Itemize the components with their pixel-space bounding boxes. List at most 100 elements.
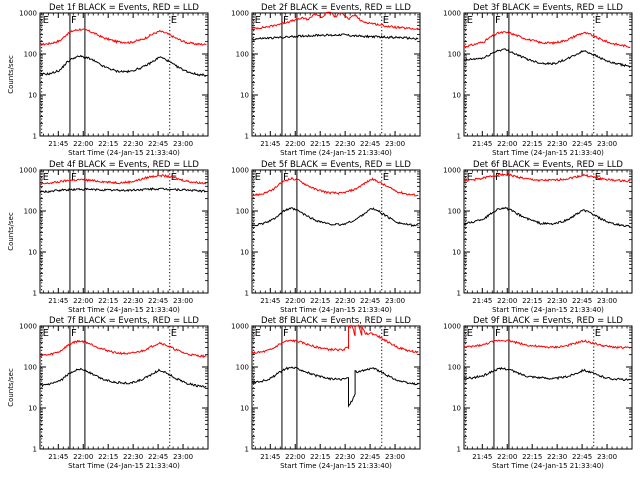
- marker-label: E: [171, 328, 177, 339]
- y-tick-label: 1: [457, 133, 461, 141]
- marker-label: F: [283, 172, 289, 183]
- plot-frame: [251, 12, 421, 137]
- x-tick-label: 22:15: [310, 297, 330, 305]
- x-tick-label: 22:00: [73, 297, 93, 305]
- x-tick-label: 22:00: [497, 140, 517, 148]
- series-lld: [39, 339, 207, 359]
- panel-title: Det 5f BLACK = Events, RED = LLD: [261, 160, 411, 170]
- marker-label: F: [283, 15, 289, 26]
- plot-frame: [251, 169, 421, 294]
- series-events: [39, 367, 207, 388]
- x-tick-label: 22:45: [572, 453, 592, 461]
- marker-label: F: [71, 15, 77, 26]
- series-events: [39, 187, 207, 193]
- x-tick-label: 23:00: [385, 297, 405, 305]
- y-tick-label: 1000: [443, 10, 461, 18]
- marker-label: E: [43, 172, 49, 183]
- y-tick-label: 1000: [231, 167, 249, 175]
- series-events: [463, 366, 631, 382]
- marker-label: F: [495, 172, 501, 183]
- y-tick-label: 100: [24, 51, 37, 59]
- plot-frame: [463, 325, 633, 450]
- panel-title: Det 3f BLACK = Events, RED = LLD: [473, 3, 623, 13]
- marker-label: E: [595, 172, 601, 183]
- plot-frame: [463, 169, 633, 294]
- y-tick-label: 10: [452, 92, 461, 100]
- y-tick-label: 100: [236, 364, 249, 372]
- x-tick-label: 21:45: [48, 453, 68, 461]
- marker-label: E: [467, 172, 473, 183]
- y-tick-label: 1: [245, 133, 249, 141]
- series-lld: [463, 172, 631, 183]
- y-tick-label: 10: [240, 249, 249, 257]
- x-axis-label: Start Time (24-Jan-15 21:33:40): [280, 149, 392, 157]
- x-tick-label: 21:45: [260, 453, 280, 461]
- marker-label: E: [595, 328, 601, 339]
- x-axis-label: Start Time (24-Jan-15 21:33:40): [280, 462, 392, 470]
- x-tick-label: 22:45: [360, 297, 380, 305]
- y-axis-label: Counts/sec: [7, 212, 15, 251]
- series-lld: [39, 173, 207, 185]
- x-tick-label: 22:00: [497, 297, 517, 305]
- x-tick-label: 22:45: [148, 453, 168, 461]
- marker-label: F: [283, 328, 289, 339]
- panel-3: Det 3f BLACK = Events, RED = LLD 1 10 100 10…: [443, 3, 633, 157]
- x-tick-label: 22:45: [572, 140, 592, 148]
- y-tick-label: 1: [245, 290, 249, 298]
- marker-label: E: [467, 328, 473, 339]
- x-tick-label: 23:00: [597, 453, 617, 461]
- x-tick-label: 22:15: [522, 140, 542, 148]
- x-axis-label: Start Time (24-Jan-15 21:33:40): [68, 149, 180, 157]
- x-tick-label: 21:45: [260, 297, 280, 305]
- y-tick-label: 1: [457, 290, 461, 298]
- marker-label: F: [495, 15, 501, 26]
- series-events: [251, 366, 419, 408]
- y-tick-label: 1000: [231, 10, 249, 18]
- x-tick-label: 23:00: [173, 453, 193, 461]
- y-tick-label: 1000: [231, 323, 249, 331]
- x-tick-label: 22:45: [148, 297, 168, 305]
- series-events: [251, 33, 419, 41]
- y-tick-label: 1: [245, 446, 249, 454]
- x-axis-label: Start Time (24-Jan-15 21:33:40): [280, 306, 392, 314]
- x-tick-label: 22:30: [123, 297, 143, 305]
- panel-6: Det 6f BLACK = Events, RED = LLD 1 10 100 10…: [443, 160, 633, 314]
- y-tick-label: 1: [33, 290, 37, 298]
- y-tick-label: 1: [33, 446, 37, 454]
- x-tick-label: 22:15: [310, 140, 330, 148]
- x-tick-label: 23:00: [385, 453, 405, 461]
- marker-label: E: [595, 15, 601, 26]
- y-tick-label: 1: [33, 133, 37, 141]
- x-tick-label: 22:30: [547, 140, 567, 148]
- y-tick-label: 1000: [443, 323, 461, 331]
- marker-label: F: [495, 328, 501, 339]
- marker-label: E: [383, 172, 389, 183]
- marker-label: F: [71, 328, 77, 339]
- y-tick-label: 100: [448, 364, 461, 372]
- x-tick-label: 22:00: [285, 140, 305, 148]
- x-tick-label: 22:00: [73, 453, 93, 461]
- marker-label: E: [255, 172, 261, 183]
- panel-1: Det 1f BLACK = Events, RED = LLD 1 10 100 10…: [7, 3, 209, 157]
- x-tick-label: 21:45: [472, 453, 492, 461]
- y-tick-label: 10: [28, 405, 37, 413]
- y-tick-label: 100: [24, 364, 37, 372]
- series-events: [463, 48, 631, 69]
- x-tick-label: 22:00: [285, 297, 305, 305]
- marker-label: E: [383, 15, 389, 26]
- x-tick-label: 22:45: [572, 297, 592, 305]
- x-tick-label: 22:00: [497, 453, 517, 461]
- plot-frame: [463, 12, 633, 137]
- plot-frame: [39, 325, 209, 450]
- panel-title: Det 4f BLACK = Events, RED = LLD: [49, 160, 199, 170]
- panel-4: Det 4f BLACK = Events, RED = LLD 1 10 100 10…: [7, 160, 209, 314]
- marker-label: E: [467, 15, 473, 26]
- series-lld: [251, 176, 419, 197]
- series-events: [251, 207, 419, 227]
- series-lld: [463, 339, 631, 350]
- panel-title: Det 7f BLACK = Events, RED = LLD: [49, 316, 199, 326]
- y-axis-label: Counts/sec: [7, 55, 15, 94]
- x-axis-label: Start Time (24-Jan-15 21:33:40): [68, 462, 180, 470]
- y-tick-label: 1000: [19, 167, 37, 175]
- x-tick-label: 22:30: [335, 453, 355, 461]
